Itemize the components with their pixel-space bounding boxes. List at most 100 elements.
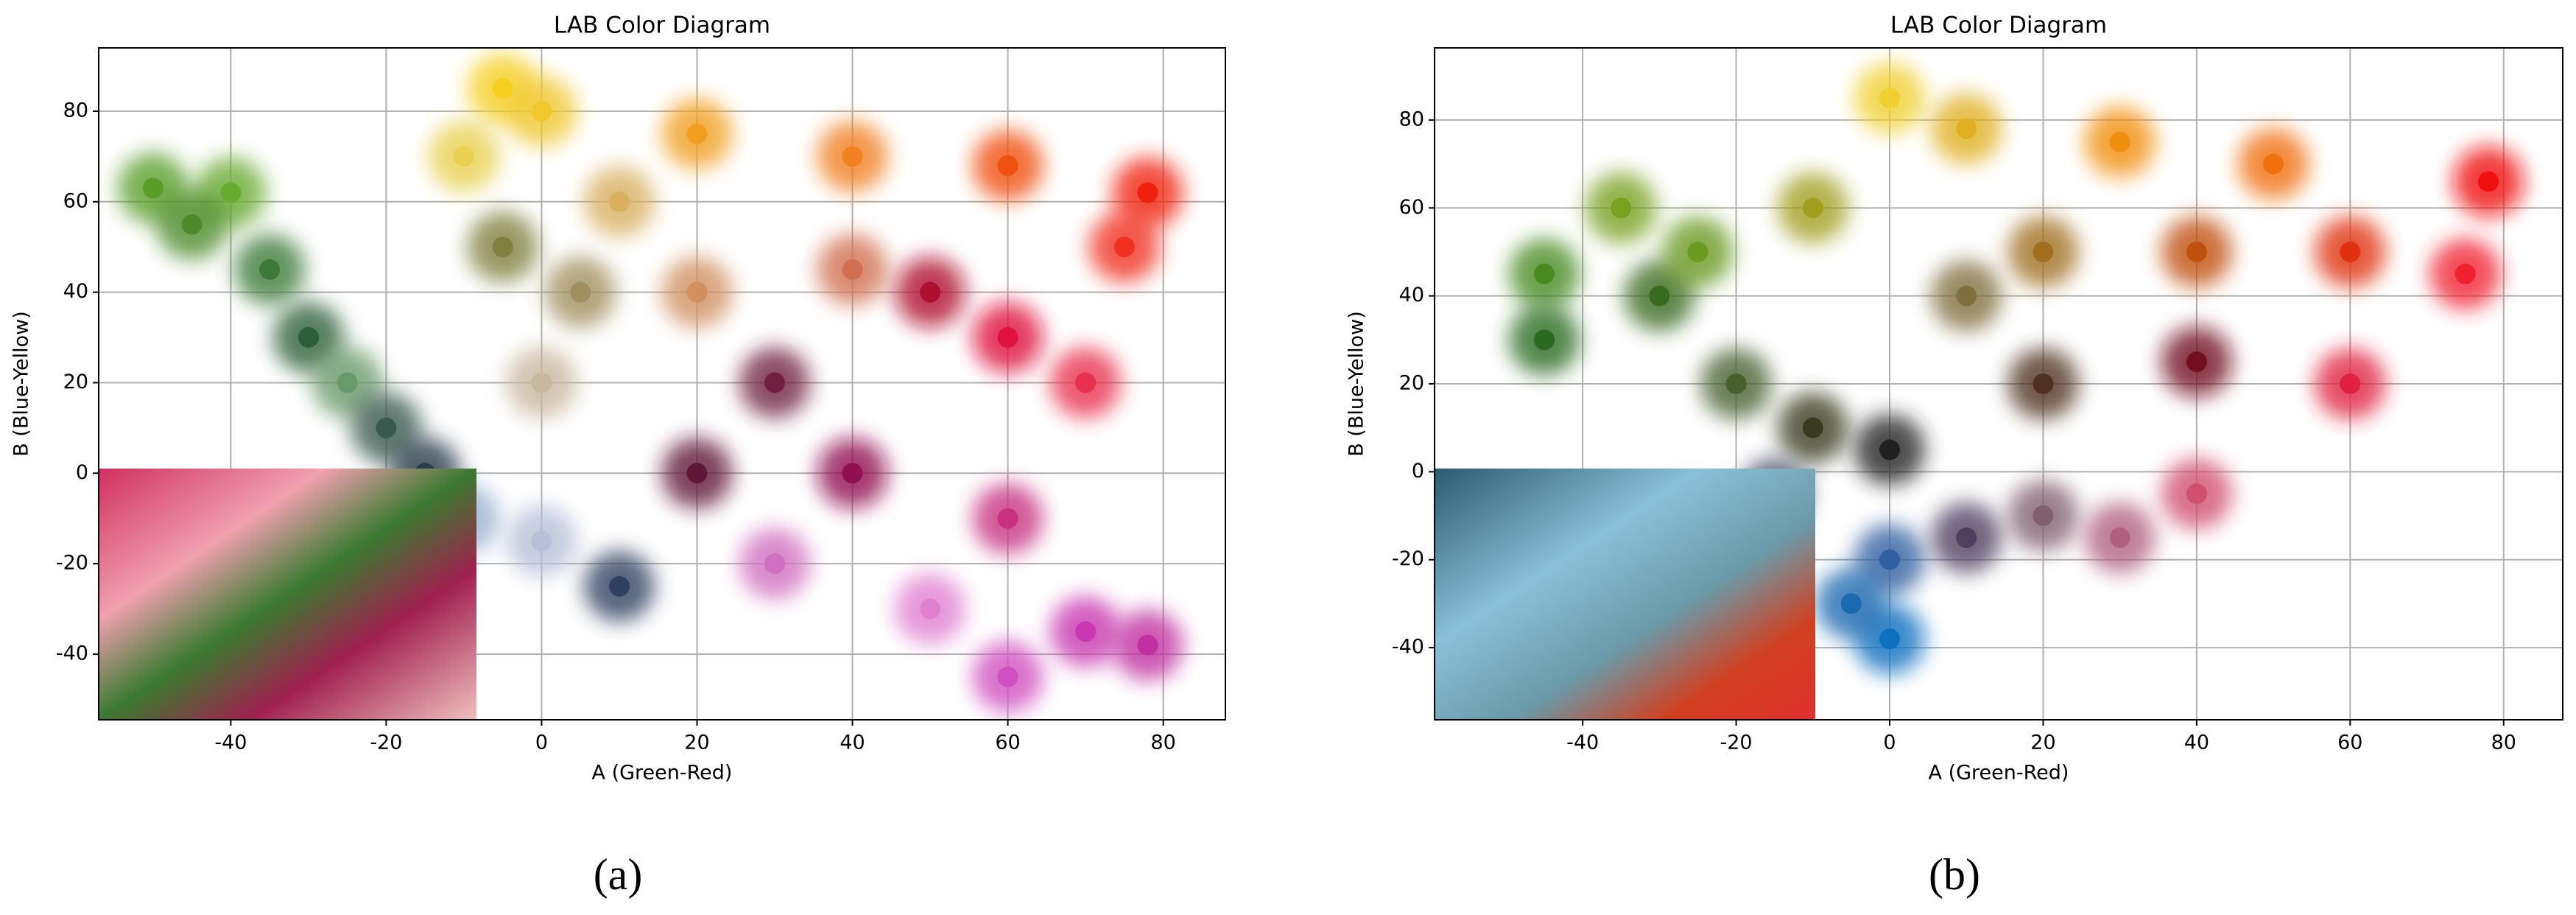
chart-title: LAB Color Diagram <box>554 13 770 39</box>
point-core <box>1137 634 1158 656</box>
y-tick-label: -40 <box>1392 636 1424 659</box>
point-core <box>492 78 513 99</box>
point-core <box>1802 417 1823 438</box>
x-tick-label: 60 <box>2337 732 2362 754</box>
y-tick-label: 40 <box>63 280 88 303</box>
y-tick-label: 40 <box>1399 284 1424 306</box>
point-core <box>1956 285 1977 306</box>
point-core <box>2109 527 2130 548</box>
point-core <box>298 327 319 348</box>
y-tick-label: -40 <box>56 642 88 665</box>
point-core <box>1137 182 1158 203</box>
x-tick-label: -40 <box>214 732 247 754</box>
x-tick-label: 20 <box>684 732 709 754</box>
point-core <box>2186 241 2207 262</box>
x-tick-label: 0 <box>1883 732 1896 754</box>
y-axis-label: B (Blue-Yellow) <box>10 311 33 457</box>
x-tick-label: 80 <box>2491 732 2516 754</box>
point-core <box>997 327 1018 348</box>
chart-b: LAB Color Diagram -40 -20 0 20 40 60 80 -40 -20 0 2… <box>1345 13 2563 899</box>
plot-area <box>117 53 1183 712</box>
inset-image <box>1435 469 1815 720</box>
caption: (b) <box>1929 850 1980 899</box>
point-core <box>920 281 941 303</box>
point-core <box>997 666 1018 687</box>
x-tick-label: 0 <box>535 732 548 754</box>
y-tick-label: 0 <box>1412 460 1424 483</box>
y-tick-label: 0 <box>76 461 88 484</box>
point-core <box>1725 374 1747 394</box>
x-tick-label: 60 <box>995 732 1020 754</box>
point-core <box>2186 351 2207 373</box>
caption: (a) <box>594 850 643 899</box>
y-tick-label: 20 <box>63 371 88 393</box>
point-core <box>2033 241 2054 262</box>
point-core <box>492 236 513 258</box>
point-core <box>686 123 708 144</box>
point-core <box>764 372 785 393</box>
point-core <box>1879 439 1901 460</box>
point-core <box>2033 374 2054 394</box>
y-tick-label: -20 <box>56 552 88 575</box>
point-core <box>1956 527 1977 548</box>
x-tick-label: 40 <box>2184 732 2209 754</box>
point-core <box>453 146 474 167</box>
point-core <box>2454 263 2476 284</box>
point-core <box>764 553 785 575</box>
x-tick-label: -40 <box>1566 732 1599 754</box>
point-core <box>2340 374 2361 394</box>
point-core <box>842 146 863 167</box>
point-cloud <box>117 53 1183 712</box>
point-core <box>997 155 1018 176</box>
chart-title: LAB Color Diagram <box>1890 13 2107 39</box>
point-core <box>997 508 1018 529</box>
point-core <box>1113 236 1135 258</box>
x-tick-label: 80 <box>1150 732 1175 754</box>
point-core <box>1611 197 1632 219</box>
point-core <box>2340 241 2361 262</box>
y-axis-label: B (Blue-Yellow) <box>1345 311 1368 457</box>
point-core <box>1840 593 1862 614</box>
point-core <box>337 372 358 393</box>
y-tick-label: 80 <box>1399 108 1424 130</box>
point-core <box>686 281 708 303</box>
point-core <box>1879 549 1901 570</box>
point-core <box>1802 197 1823 219</box>
point-core <box>570 281 591 303</box>
point-core <box>686 463 708 484</box>
point-core <box>2477 171 2499 192</box>
x-tick-label: 40 <box>840 732 865 754</box>
x-tick-label: 20 <box>2030 732 2055 754</box>
y-tick-label: 80 <box>63 99 88 122</box>
point-core <box>842 463 863 484</box>
point-core <box>1687 241 1708 262</box>
point-core <box>1879 88 1901 109</box>
point-core <box>531 530 552 552</box>
point-core <box>1534 263 1555 284</box>
point-core <box>220 182 242 203</box>
point-core <box>2186 483 2207 505</box>
x-tick-label: -20 <box>370 732 402 754</box>
point-core <box>2263 153 2284 175</box>
inset-image <box>99 469 476 720</box>
point-core <box>1879 628 1901 650</box>
point-core <box>259 259 281 280</box>
y-tick-label: 60 <box>1399 196 1424 219</box>
point-core <box>1075 621 1097 642</box>
point-core <box>842 259 863 280</box>
point-core <box>608 575 630 597</box>
chart-a: LAB Color Diagram -40 -20 0 20 40 60 80 -40 -20 0 2… <box>10 13 1226 899</box>
frame <box>1434 47 2563 721</box>
x-axis-label: A (Green-Red) <box>1929 762 2069 785</box>
point-core <box>1649 285 1670 306</box>
y-tick-label: -20 <box>1392 547 1424 570</box>
y-tick-label: 20 <box>1399 372 1424 395</box>
x-axis-label: A (Green-Red) <box>592 762 733 785</box>
point-core <box>1956 118 1977 139</box>
point-core <box>142 178 163 199</box>
point-core <box>181 214 203 235</box>
point-core <box>2109 131 2130 152</box>
frame <box>98 47 1226 721</box>
point-core <box>531 100 552 122</box>
